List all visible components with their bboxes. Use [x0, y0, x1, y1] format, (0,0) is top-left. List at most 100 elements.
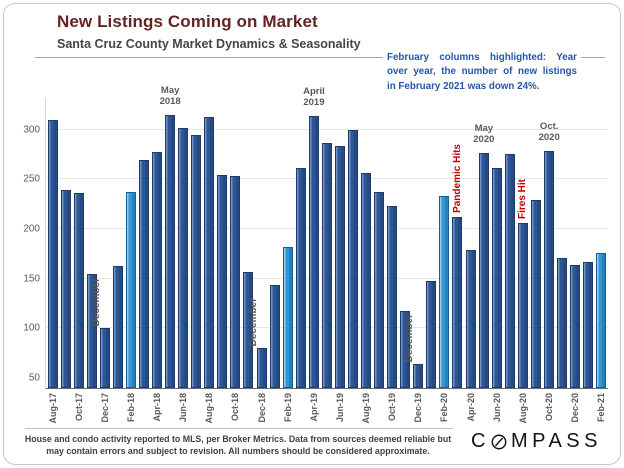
x-tick-label-dec-17: Dec-17 [99, 393, 110, 423]
bar-nov-17 [86, 273, 97, 388]
x-tick-label-dec-20: Dec-20 [570, 393, 581, 423]
bar-cell-aug-20: Aug-20 [516, 98, 529, 424]
y-tick-label-250: 250 [23, 173, 40, 185]
bar-jul-20 [504, 153, 515, 388]
bar-cell-sep-19 [373, 98, 386, 388]
bar-mar-18 [138, 159, 149, 388]
x-tick-label-feb-19: Feb-19 [282, 393, 293, 423]
bar-cell-dec-20: Dec-20 [569, 98, 582, 423]
bar-may-19 [321, 142, 332, 388]
y-tick-label-300: 300 [23, 124, 40, 136]
bar-cell-jun-19: Jun-19 [333, 98, 346, 422]
bar-dec-17 [99, 328, 110, 388]
bar-cell-jan-20 [425, 98, 438, 388]
callout-note: February columns highlighted: Year over … [383, 49, 581, 98]
bar-oct-17 [73, 193, 84, 388]
peak-annotation-line: April [303, 85, 325, 97]
bar-dec-18 [256, 348, 267, 388]
x-tick-label-dec-18: Dec-18 [256, 393, 267, 423]
bar-nov-18 [243, 271, 254, 388]
x-tick-label-apr-20: Apr-20 [465, 393, 476, 422]
footer-disclaimer-line: may contain errors and subject to revisi… [46, 445, 430, 456]
bar-jun-20 [491, 167, 502, 388]
bar-mar-20 [452, 217, 463, 388]
bar-jan-20 [426, 280, 437, 388]
callout-line: over year, the number of new listings [387, 66, 577, 78]
x-tick-label-jun-18: Jun-18 [178, 393, 189, 423]
bar-oct-18 [230, 176, 241, 388]
page-title: New Listings Coming on Market [57, 12, 318, 31]
bar-cell-aug-19: Aug-19 [360, 98, 373, 424]
compass-logo: C MPASS [471, 430, 602, 453]
bar-cell-apr-19: Apr-19 [307, 98, 320, 422]
compass-o-icon [491, 434, 507, 449]
bar-jan-18 [112, 265, 123, 388]
bar-apr-18 [152, 151, 163, 388]
footer-divider [25, 428, 453, 429]
bar-cell-nov-20 [555, 98, 568, 388]
page-subtitle: Santa Cruz County Market Dynamics & Seas… [57, 37, 361, 51]
peak-annotation-line: May [160, 84, 180, 96]
bar-aug-20 [517, 223, 528, 388]
bar-aug-17 [47, 119, 58, 388]
bar-cell-mar-18 [137, 98, 150, 388]
callout-line: in February 2021 was down 24%. [387, 80, 540, 92]
x-tick-label-oct-18: Oct-18 [230, 393, 241, 422]
bar-feb-20 [439, 196, 450, 388]
bar-cell-dec-18: Dec-18 [255, 98, 268, 423]
bar-sep-17 [60, 190, 71, 388]
x-tick-label-oct-19: Oct-19 [387, 393, 398, 422]
bars-container: Aug-17 Oct-17 Dec-17 Feb-18 Apr-18 Jun-18 Aug-… [46, 98, 608, 424]
bar-cell-may-18 [164, 98, 177, 388]
footer-disclaimer: House and condo activity reported to MLS… [18, 434, 458, 457]
bar-aug-19 [361, 173, 372, 388]
logo-letters-mpass: MPASS [510, 430, 602, 452]
callout-line: February columns highlighted: Year [387, 52, 577, 63]
bar-cell-may-20 [477, 98, 490, 388]
bar-cell-jan-21 [582, 98, 595, 388]
y-tick-label-200: 200 [23, 223, 40, 235]
y-tick-label-50: 50 [28, 372, 40, 384]
bar-may-18 [165, 114, 176, 388]
x-tick-label-aug-19: Aug-19 [361, 393, 372, 424]
bar-cell-feb-20: Feb-20 [438, 98, 451, 422]
gridline-300 [46, 128, 608, 130]
bar-feb-18 [125, 192, 136, 388]
bar-nov-20 [556, 257, 567, 388]
x-tick-label-jun-20: Jun-20 [491, 393, 502, 423]
bar-sep-20 [530, 200, 541, 388]
bar-jun-18 [178, 127, 189, 388]
bar-feb-19 [282, 246, 293, 388]
x-tick-label-jun-19: Jun-19 [334, 393, 345, 423]
bar-cell-feb-19: Feb-19 [281, 98, 294, 422]
bar-cell-oct-19: Oct-19 [386, 98, 399, 421]
bar-cell-jun-18: Jun-18 [177, 98, 190, 422]
bar-cell-sep-17 [59, 98, 72, 388]
bar-cell-sep-20 [529, 98, 542, 388]
bar-apr-19 [308, 115, 319, 388]
x-tick-label-apr-18: Apr-18 [152, 393, 163, 422]
bar-oct-19 [387, 206, 398, 388]
bar-cell-feb-18: Feb-18 [124, 98, 137, 422]
bar-nov-19 [400, 310, 411, 388]
bar-cell-jul-20 [503, 98, 516, 388]
bar-jul-19 [347, 129, 358, 388]
x-tick-label-oct-17: Oct-17 [73, 393, 84, 422]
bar-cell-aug-17: Aug-17 [46, 98, 59, 424]
bar-cell-sep-18 [216, 98, 229, 388]
x-tick-label-oct-20: Oct-20 [543, 393, 554, 422]
x-tick-label-feb-20: Feb-20 [439, 393, 450, 423]
bar-cell-apr-20: Apr-20 [464, 98, 477, 422]
bar-cell-jan-18 [111, 98, 124, 388]
bar-cell-dec-19: Dec-19 [412, 98, 425, 423]
x-tick-label-dec-19: Dec-19 [413, 393, 424, 423]
x-tick-label-aug-20: Aug-20 [517, 393, 528, 424]
bar-cell-jul-18 [190, 98, 203, 388]
y-tick-label-100: 100 [23, 322, 40, 334]
bar-cell-mar-19 [294, 98, 307, 388]
bar-cell-nov-17 [85, 98, 98, 388]
bar-aug-18 [204, 116, 215, 388]
bar-cell-oct-20: Oct-20 [542, 98, 555, 421]
bar-jul-18 [191, 134, 202, 388]
